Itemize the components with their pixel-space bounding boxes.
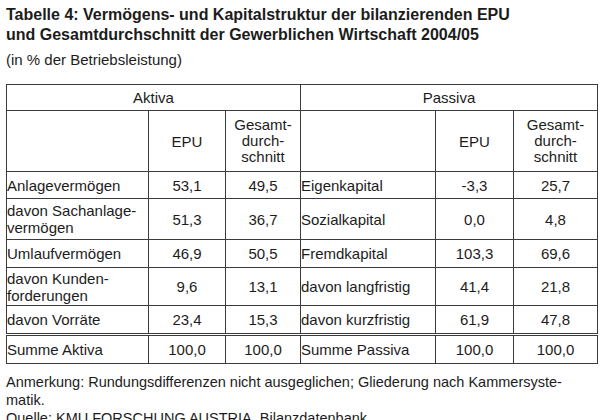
passiva-sum-label: Summe Passiva	[301, 335, 436, 364]
aktiva-row-label: davon Vorräte	[7, 306, 149, 335]
passiva-sum-epu-value: 100,0	[436, 335, 514, 364]
column-header-passiva-gesamtdurchschnitt: Gesamt- durch- schnitt	[514, 111, 598, 172]
passiva-epu-value: -3,3	[436, 172, 514, 199]
table-row-summe: Summe Aktiva 100,0 100,0 Summe Passiva 1…	[7, 335, 598, 364]
aktiva-gesamt-value: 49,5	[226, 172, 301, 199]
aktiva-row-label: davon Kunden- forderungen	[7, 268, 149, 306]
table-row-umlaufvermoegen-fremdkapital: Umlaufvermögen 46,9 50,5 Fremdkapital 10…	[7, 240, 598, 268]
passiva-row-label: Sozialkapital	[301, 199, 436, 240]
aktiva-row-label: davon Sachanlage- vermögen	[7, 199, 149, 240]
aktiva-sum-epu-value: 100,0	[149, 335, 226, 364]
group-header-passiva: Passiva	[301, 85, 598, 111]
passiva-gesamt-value: 47,8	[514, 306, 598, 335]
passiva-row-label: davon langfristig	[301, 268, 436, 306]
table-footer: Anmerkung: Rundungsdifferenzen nicht aus…	[6, 373, 599, 420]
group-header-aktiva: Aktiva	[7, 85, 301, 111]
passiva-gesamt-value: 21,8	[514, 268, 598, 306]
table-title: Tabelle 4: Vermögens- und Kapitalstruktu…	[6, 5, 599, 45]
aktiva-epu-value: 51,3	[149, 199, 226, 240]
aktiva-sum-gesamt-value: 100,0	[226, 335, 301, 364]
aktiva-epu-value: 46,9	[149, 240, 226, 268]
passiva-gesamt-value: 4,8	[514, 199, 598, 240]
balance-structure-table: Aktiva Passiva EPU Gesamt- durch- schnit…	[6, 84, 598, 364]
aktiva-gesamt-value: 36,7	[226, 199, 301, 240]
aktiva-gesamt-value: 13,1	[226, 268, 301, 306]
table-row-anlagevermoegen-eigenkapital: Anlagevermögen 53,1 49,5 Eigenkapital -3…	[7, 172, 598, 199]
passiva-row-label: davon kurzfristig	[301, 306, 436, 335]
passiva-row-label: Fremdkapital	[301, 240, 436, 268]
passiva-epu-value: 61,9	[436, 306, 514, 335]
column-header-row: EPU Gesamt- durch- schnitt EPU Gesamt- d…	[7, 111, 598, 172]
column-header-aktiva-epu: EPU	[149, 111, 226, 172]
passiva-row-label: Eigenkapital	[301, 172, 436, 199]
aktiva-gesamt-value: 15,3	[226, 306, 301, 335]
aktiva-epu-value: 9,6	[149, 268, 226, 306]
aktiva-row-label: Anlagevermögen	[7, 172, 149, 199]
passiva-epu-value: 41,4	[436, 268, 514, 306]
table-subtitle: (in % der Betriebsleistung)	[6, 51, 599, 69]
aktiva-row-label: Umlaufvermögen	[7, 240, 149, 268]
passiva-gesamt-value: 69,6	[514, 240, 598, 268]
aktiva-gesamt-value: 50,5	[226, 240, 301, 268]
table-row-vorraete-kurzfristig: davon Vorräte 23,4 15,3 davon kurzfristi…	[7, 306, 598, 335]
aktiva-epu-value: 53,1	[149, 172, 226, 199]
column-header-aktiva-gesamtdurchschnitt: Gesamt- durch- schnitt	[226, 111, 301, 172]
passiva-epu-value: 103,3	[436, 240, 514, 268]
passiva-epu-value: 0,0	[436, 199, 514, 240]
table-row-kundenforderungen-langfristig: davon Kunden- forderungen 9,6 13,1 davon…	[7, 268, 598, 306]
empty-header-cell-passiva	[301, 111, 436, 172]
passiva-sum-gesamt-value: 100,0	[514, 335, 598, 364]
aktiva-sum-label: Summe Aktiva	[7, 335, 149, 364]
empty-header-cell-aktiva	[7, 111, 149, 172]
aktiva-epu-value: 23,4	[149, 306, 226, 335]
column-header-passiva-epu: EPU	[436, 111, 514, 172]
table-row-sachanlagevermoegen-sozialkapital: davon Sachanlage- vermögen 51,3 36,7 Soz…	[7, 199, 598, 240]
passiva-gesamt-value: 25,7	[514, 172, 598, 199]
footnote-quelle: Quelle: KMU FORSCHUNG AUSTRIA, Bilanzdat…	[6, 409, 599, 420]
report-page: Tabelle 4: Vermögens- und Kapitalstruktu…	[0, 0, 599, 420]
group-header-row: Aktiva Passiva	[7, 85, 598, 111]
footnote-anmerkung: Anmerkung: Rundungsdifferenzen nicht aus…	[6, 373, 599, 409]
